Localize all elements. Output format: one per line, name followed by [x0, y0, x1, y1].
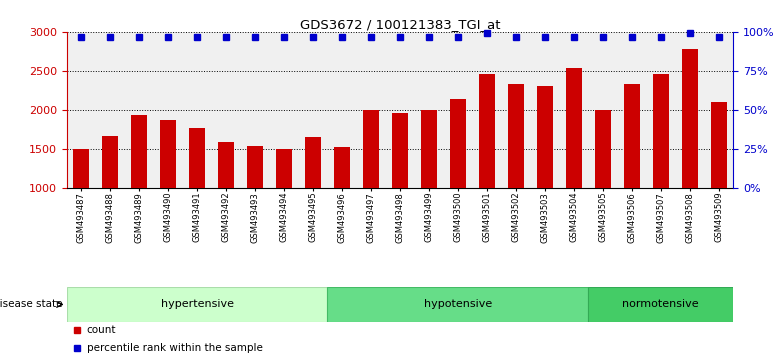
Title: GDS3672 / 100121383_TGI_at: GDS3672 / 100121383_TGI_at	[299, 18, 500, 31]
Text: hypertensive: hypertensive	[161, 299, 234, 309]
Bar	[537, 86, 553, 188]
Text: count: count	[86, 325, 116, 335]
Bar	[566, 68, 582, 188]
Bar	[710, 102, 727, 188]
Bar	[102, 136, 118, 188]
Bar	[595, 110, 611, 188]
Bar	[334, 147, 350, 188]
Bar	[67, 287, 328, 322]
Bar	[421, 110, 437, 188]
Bar	[450, 99, 466, 188]
Bar	[479, 74, 495, 188]
Bar	[392, 113, 408, 188]
Bar	[218, 142, 234, 188]
Bar	[681, 49, 698, 188]
Text: disease state: disease state	[0, 299, 63, 309]
Bar	[247, 146, 263, 188]
Text: normotensive: normotensive	[622, 299, 699, 309]
Bar	[623, 84, 640, 188]
Text: percentile rank within the sample: percentile rank within the sample	[86, 343, 263, 353]
Bar	[160, 120, 176, 188]
Bar	[305, 137, 321, 188]
Bar	[73, 149, 89, 188]
Bar	[588, 287, 733, 322]
Bar	[508, 84, 524, 188]
Bar	[189, 128, 205, 188]
Bar	[328, 287, 588, 322]
Bar	[363, 110, 379, 188]
Bar	[276, 149, 292, 188]
Bar	[652, 74, 669, 188]
Bar	[131, 115, 147, 188]
Text: hypotensive: hypotensive	[423, 299, 492, 309]
